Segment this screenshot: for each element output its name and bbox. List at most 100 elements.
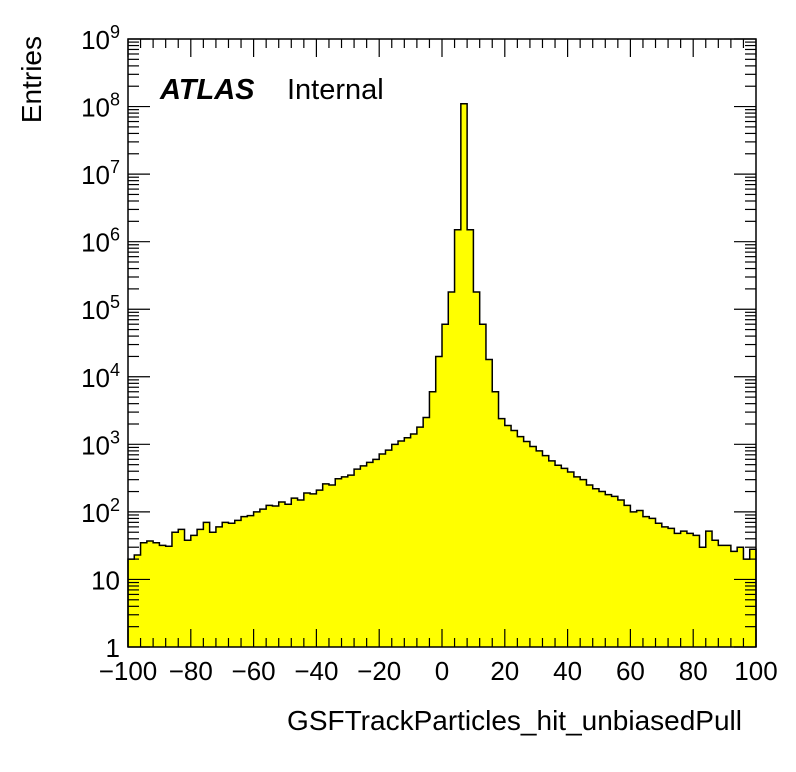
histogram-bar (391, 444, 399, 647)
histogram-bar (247, 515, 254, 647)
histogram-bar (529, 446, 537, 647)
histogram-bar (410, 434, 418, 647)
histogram-bar (636, 510, 644, 647)
y-tick-label: 1 (106, 633, 120, 663)
histogram-bar (203, 522, 211, 647)
histogram-bar (668, 528, 675, 647)
internal-label: Internal (287, 74, 384, 106)
histogram-bar (416, 427, 424, 647)
histogram-bar (398, 441, 405, 647)
histogram-bar (146, 541, 154, 647)
y-tick-label: 102 (81, 495, 120, 528)
y-tick-label: 109 (81, 22, 120, 55)
histogram-bar (159, 545, 167, 647)
histogram-bar (448, 291, 455, 647)
histogram-bar (215, 526, 223, 647)
histogram-bar (460, 103, 468, 647)
histogram-bar (580, 479, 587, 647)
histogram-bar (385, 450, 393, 647)
histogram-bar (548, 460, 556, 647)
histogram-bar (153, 542, 160, 647)
histogram-bar (128, 559, 135, 647)
histogram-bar (316, 490, 324, 647)
histogram-bar (366, 462, 374, 647)
histogram-bar (310, 493, 317, 647)
histogram-bar (234, 520, 242, 647)
histogram-bar (542, 455, 550, 647)
histogram-bar (649, 518, 656, 647)
y-tick-label: 107 (81, 157, 120, 190)
y-axis: 1 10 102 103 104 105 106 107 108 109 (81, 22, 756, 663)
histogram-bar (699, 547, 707, 647)
histogram-bar (655, 523, 663, 647)
histogram-bar (178, 529, 185, 647)
histogram-bar (379, 453, 386, 647)
histogram-bar (253, 511, 261, 647)
histogram-bar (297, 499, 305, 647)
histogram-bar (592, 488, 600, 647)
histogram-bar (492, 391, 499, 647)
histogram-bar (134, 555, 141, 647)
histogram-bar (328, 485, 336, 647)
y-tick-label: 108 (81, 90, 120, 123)
x-tick-label: 0 (435, 656, 449, 686)
histogram-bar (404, 437, 411, 647)
histogram-bar (209, 532, 217, 647)
histogram-bar (737, 547, 744, 647)
x-tick-label: 60 (616, 656, 645, 686)
y-tick-label: 103 (81, 427, 120, 460)
histogram-bar (454, 229, 462, 647)
x-tick-label: 100 (734, 656, 777, 686)
x-axis-title: GSFTrackParticles_hit_unbiasedPull (287, 705, 742, 736)
histogram-bar (536, 450, 543, 647)
x-tick-label: 20 (490, 656, 519, 686)
histogram-bar (222, 522, 229, 647)
histogram-bar (259, 509, 267, 647)
histogram-bar (523, 441, 531, 647)
histogram-bar (712, 540, 719, 647)
histogram-bar (630, 511, 638, 647)
histogram-bar (184, 540, 192, 647)
histogram-bar (241, 516, 248, 647)
histogram-bar (511, 430, 518, 647)
histogram-bar (473, 291, 481, 647)
histogram-bar (467, 229, 474, 647)
histogram-bar (423, 417, 430, 647)
histogram-bar (605, 494, 612, 647)
histogram-bar (171, 532, 179, 647)
histogram-bars (128, 103, 757, 647)
histogram-bar (479, 324, 487, 647)
histogram-bar (555, 465, 562, 647)
histogram-bar (504, 425, 512, 647)
histogram-bar (341, 476, 349, 647)
histogram-bar (347, 475, 355, 647)
histogram-bar (567, 471, 575, 647)
histogram-bar (561, 468, 568, 647)
histogram-bar (498, 418, 506, 647)
histogram-bar (335, 478, 342, 647)
histogram-bar (228, 523, 236, 647)
histogram-bar (197, 529, 204, 647)
y-tick-label: 106 (81, 225, 120, 258)
histogram-bar (322, 483, 330, 647)
histogram-bar (624, 505, 631, 647)
histogram-bar (291, 498, 298, 647)
histogram-bar (730, 551, 738, 647)
histogram-bar (285, 504, 292, 647)
histogram-bar (749, 549, 757, 647)
histogram-bar (278, 502, 286, 647)
histogram-bar (266, 505, 273, 647)
histogram-bar (435, 356, 443, 647)
histogram-bar (140, 542, 148, 647)
histogram-bar (705, 531, 713, 647)
histogram-bar (165, 546, 173, 647)
histogram-bar (743, 559, 751, 647)
histogram-bar (642, 516, 650, 647)
histogram-bar (718, 545, 725, 647)
x-tick-label: −100 (99, 656, 158, 686)
histogram-bar (680, 531, 688, 647)
x-tick-label: −20 (357, 656, 401, 686)
histogram-bar (190, 535, 198, 647)
histogram-bar (611, 496, 619, 647)
